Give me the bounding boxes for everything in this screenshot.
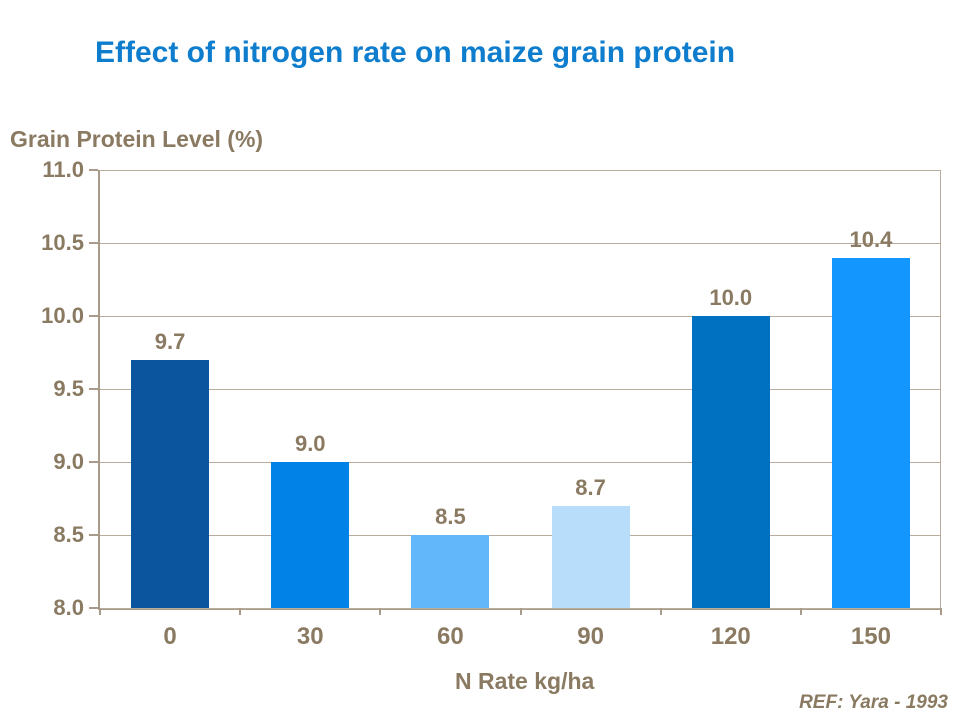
- bar-value-label: 9.0: [294, 431, 326, 456]
- y-tick-label: 9.0: [53, 449, 84, 474]
- y-tick-label: 11.0: [42, 157, 84, 182]
- x-axis-tick: [940, 608, 942, 615]
- bar-value-label: 8.7: [575, 474, 606, 500]
- x-tick-label: 0: [163, 623, 177, 650]
- plot-area: [89, 169, 942, 615]
- bar-90: [551, 505, 630, 608]
- y-tick-label: 8.0: [53, 595, 84, 620]
- bar-value-label: 10.0: [709, 285, 753, 310]
- bar-120: [691, 316, 770, 608]
- bar-value-label: 8.5: [435, 504, 466, 529]
- reference-note: REF: Yara - 1993: [799, 692, 948, 713]
- x-axis-tick: [519, 608, 522, 615]
- x-axis-tick: [799, 608, 802, 615]
- x-tick-label: 60: [437, 623, 464, 650]
- y-axis-tick: [89, 388, 98, 390]
- x-tick-label: 30: [296, 623, 324, 650]
- y-axis-tick: [89, 607, 98, 609]
- gridline: [100, 389, 941, 390]
- bar-value-label: 9.7: [154, 328, 186, 354]
- gridline: [100, 170, 941, 171]
- x-axis-tick: [659, 608, 662, 615]
- gridline: [100, 535, 941, 536]
- y-axis-tick: [89, 242, 98, 244]
- y-tick-label: 9.5: [53, 376, 84, 401]
- x-tick-label: 90: [577, 623, 604, 650]
- x-axis-tick: [379, 608, 382, 615]
- y-axis-line: [98, 170, 100, 608]
- x-axis-tick: [239, 608, 242, 615]
- bar-150: [831, 257, 910, 608]
- y-axis-tick: [89, 169, 98, 171]
- bar-0: [131, 359, 210, 608]
- y-axis-title: Grain Protein Level (%): [10, 126, 264, 152]
- y-tick-label: 10.0: [41, 303, 84, 328]
- bar-60: [411, 535, 490, 608]
- y-tick-label: 10.5: [41, 230, 84, 255]
- x-tick-label: 120: [710, 623, 751, 650]
- chart-title: Effect of nitrogen rate on maize grain p…: [95, 36, 736, 69]
- bar-30: [271, 462, 350, 608]
- y-axis-tick: [89, 534, 98, 536]
- gridline: [100, 243, 941, 244]
- x-axis-title: N Rate kg/ha: [455, 668, 595, 694]
- y-axis-tick: [89, 315, 98, 317]
- x-axis-tick: [99, 608, 101, 615]
- gridline: [100, 316, 941, 317]
- y-axis-tick: [89, 461, 98, 463]
- bar-value-label: 10.4: [849, 226, 893, 252]
- x-tick-label: 150: [850, 623, 891, 650]
- y-tick-label: 8.5: [53, 522, 84, 547]
- gridline: [100, 462, 941, 463]
